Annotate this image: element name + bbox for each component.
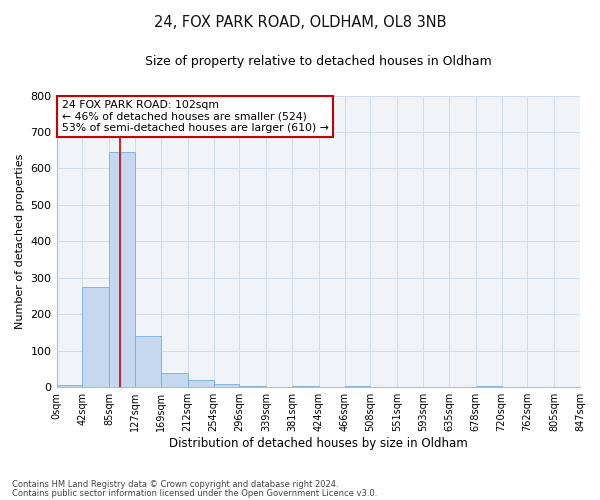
Text: 24 FOX PARK ROAD: 102sqm
← 46% of detached houses are smaller (524)
53% of semi-: 24 FOX PARK ROAD: 102sqm ← 46% of detach…: [62, 100, 329, 133]
Bar: [292, 386, 319, 387]
Bar: [161, 374, 188, 387]
Bar: [476, 386, 502, 387]
Bar: [109, 152, 135, 387]
Title: Size of property relative to detached houses in Oldham: Size of property relative to detached ho…: [145, 55, 491, 68]
Y-axis label: Number of detached properties: Number of detached properties: [15, 154, 25, 329]
Text: 24, FOX PARK ROAD, OLDHAM, OL8 3NB: 24, FOX PARK ROAD, OLDHAM, OL8 3NB: [154, 15, 446, 30]
Text: Contains HM Land Registry data © Crown copyright and database right 2024.: Contains HM Land Registry data © Crown c…: [12, 480, 338, 489]
Bar: [239, 386, 266, 387]
X-axis label: Distribution of detached houses by size in Oldham: Distribution of detached houses by size …: [169, 437, 467, 450]
Bar: [188, 380, 214, 387]
Bar: [135, 336, 161, 387]
Bar: [56, 386, 82, 387]
Bar: [82, 287, 109, 387]
Text: Contains public sector information licensed under the Open Government Licence v3: Contains public sector information licen…: [12, 489, 377, 498]
Bar: [344, 386, 370, 387]
Bar: [214, 384, 239, 387]
